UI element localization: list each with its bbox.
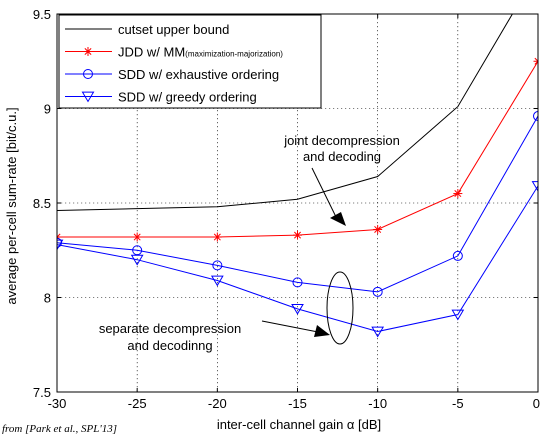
series-3-point-1 <box>130 254 144 266</box>
series-1-point-0-d1 <box>57 236 61 241</box>
annotation-separate-arrow <box>261 320 319 333</box>
x-tick-label-2: -20 <box>208 396 227 411</box>
series-2-point-5 <box>452 250 463 261</box>
x-tick-label-3: -15 <box>288 396 307 411</box>
source-credit: from [Park et al., SPL'13] <box>2 423 117 434</box>
y-tick-label-4: 9.5 <box>33 7 51 22</box>
series-2-point-4 <box>372 286 383 297</box>
series-line-0 <box>57 14 513 212</box>
annotation-joint: joint decompression and decoding <box>283 133 400 226</box>
series-line-3 <box>57 185 538 333</box>
legend-label-2: SDD w/ exhaustive ordering <box>118 67 279 82</box>
series-2-point-2 <box>212 260 223 271</box>
series-2-point-3 <box>292 277 303 288</box>
series-1-point-6-d2 <box>534 60 538 65</box>
series-1-point-1-d2 <box>133 233 141 241</box>
series-lines <box>57 14 538 338</box>
series-3-point-5 <box>451 309 465 321</box>
series-1-point-5 <box>453 189 463 199</box>
series-1-point-2-d2 <box>213 233 221 241</box>
x-tick-label-1: -25 <box>128 396 147 411</box>
y-tick-label-3: 9 <box>44 102 51 117</box>
legend-label-0: cutset upper bound <box>118 22 229 37</box>
annotation-joint-arrowhead <box>330 212 346 226</box>
y-tick-label-0: 7.5 <box>33 385 51 400</box>
y-tick-label-1: 8 <box>44 291 51 306</box>
annotation-separate-arrowhead <box>314 325 330 337</box>
series-1-point-0-d2 <box>57 233 61 238</box>
legend-label-3: SDD w/ greedy ordering <box>118 90 257 105</box>
annotation-joint-line2: and decoding <box>303 149 381 164</box>
annotation-joint-arrow <box>311 167 339 222</box>
series-2-point-1 <box>132 245 143 256</box>
series-1-point-0 <box>57 232 62 242</box>
y-tick-label-2: 8.5 <box>33 196 51 211</box>
x-tick-label-5: -5 <box>452 396 464 411</box>
x-axis-label: inter-cell channel gain α [dB] <box>217 417 381 432</box>
legend-marker-2 <box>83 69 93 79</box>
annotation-separate: separate decompression and decodinng <box>99 271 354 353</box>
series-1-point-6 <box>533 56 538 66</box>
series-1-point-6-d1 <box>534 57 538 62</box>
annotation-separate-line2: and decodinng <box>127 338 212 353</box>
legend-box <box>58 14 322 109</box>
series-3-point-3 <box>291 303 304 315</box>
series-3-point-6 <box>531 181 538 192</box>
legend-marker-1-d2 <box>84 47 92 56</box>
series-1-point-3-d2 <box>293 231 302 239</box>
series-line-2 <box>57 115 538 293</box>
annotation-joint-line1: joint decompression <box>283 133 400 148</box>
annotation-separate-line1: separate decompression <box>99 321 241 336</box>
series-1-point-2 <box>212 232 222 242</box>
series-1-point-4-d2 <box>374 225 382 233</box>
legend-label-1-suffix: (maximization-majorization) <box>185 50 283 59</box>
x-ticks: -30 -25 -20 -15 -10 -5 0 <box>48 14 540 411</box>
x-tick-label-6: 0 <box>533 396 540 411</box>
series-1-point-5-d2 <box>454 190 462 198</box>
y-ticks: 7.5 8 8.5 9 9.5 <box>33 7 538 400</box>
series-1-point-3 <box>293 230 302 240</box>
legend-marker-3 <box>81 91 95 103</box>
legend-marker-1 <box>83 47 93 56</box>
series-1-point-1 <box>132 232 142 242</box>
series-2-point-6 <box>533 111 538 122</box>
x-tick-label-4: -10 <box>368 396 387 411</box>
y-axis-label: average per-cell sum-rate [bit/c.u.] <box>4 107 19 304</box>
series-3-point-0 <box>57 239 64 251</box>
series-3-point-4 <box>371 326 385 338</box>
series-1-point-4 <box>373 224 383 234</box>
x-tick-label-0: -30 <box>48 396 67 411</box>
series-3-point-2 <box>210 275 224 287</box>
annotation-ellipse <box>326 271 354 345</box>
